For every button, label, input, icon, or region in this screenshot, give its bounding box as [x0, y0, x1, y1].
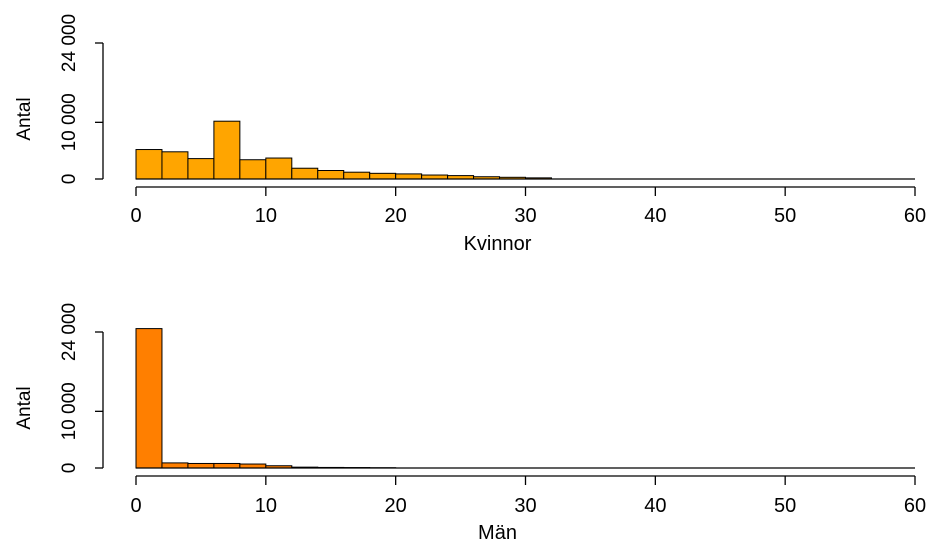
histogram-bar [240, 160, 266, 179]
histogram-bar [370, 173, 396, 179]
x-axis: 0 10 20 30 40 50 60 Män [130, 476, 926, 544]
histogram-bar [188, 159, 214, 179]
histogram-panel-kvinnor: 0 10 20 30 40 50 60 Kvinnor 0 10 000 24 000 Antal [14, 14, 926, 255]
y-tick-label: 0 [59, 174, 80, 185]
y-tick-label: 10 000 [59, 382, 80, 440]
histogram-bar [214, 463, 240, 468]
x-tick-label: 30 [514, 205, 536, 227]
x-axis-title: Män [478, 522, 517, 544]
histogram-bar [188, 463, 214, 468]
x-tick-label: 30 [514, 495, 536, 517]
histogram-bar [396, 174, 422, 179]
y-tick-label: 10 000 [59, 93, 80, 151]
x-tick-label: 60 [904, 495, 926, 517]
x-tick-label: 10 [255, 495, 277, 517]
histogram-bar [162, 152, 188, 179]
x-axis-title: Kvinnor [464, 233, 532, 255]
x-tick-label: 40 [644, 495, 666, 517]
x-tick-label: 50 [774, 495, 796, 517]
histogram-bar [292, 168, 318, 179]
x-axis: 0 10 20 30 40 50 60 Kvinnor [130, 187, 926, 255]
histogram-bar [136, 329, 162, 468]
x-tick-label: 20 [385, 495, 407, 517]
x-tick-label: 0 [130, 205, 141, 227]
bars [136, 121, 551, 179]
y-axis-title: Antal [14, 97, 35, 140]
x-tick-label: 40 [644, 205, 666, 227]
x-tick-label: 50 [774, 205, 796, 227]
histogram-bar [344, 172, 370, 179]
x-tick-label: 60 [904, 205, 926, 227]
x-tick-label: 10 [255, 205, 277, 227]
histogram-panel-man: 0 10 20 30 40 50 60 Män 0 10 000 24 000 Antal [14, 303, 926, 544]
bars [136, 329, 396, 468]
histogram-bar [136, 150, 162, 179]
x-tick-label: 0 [130, 495, 141, 517]
histogram-bar [162, 463, 188, 468]
y-axis: 0 10 000 24 000 Antal [14, 303, 103, 473]
y-tick-label: 24 000 [59, 303, 80, 361]
x-tick-label: 20 [385, 205, 407, 227]
y-tick-label: 0 [59, 463, 80, 474]
histogram-bar [318, 171, 344, 180]
histogram-bar [266, 158, 292, 179]
y-tick-label: 24 000 [59, 14, 80, 72]
y-axis-title: Antal [14, 386, 35, 429]
y-axis: 0 10 000 24 000 Antal [14, 14, 103, 184]
histogram-bar [214, 121, 240, 179]
